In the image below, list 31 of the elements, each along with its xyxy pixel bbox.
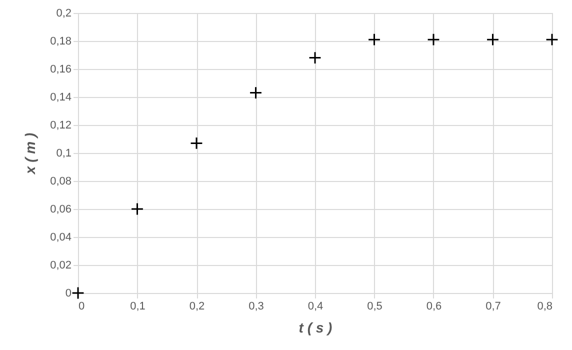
y-tick-label: 0,14 xyxy=(50,92,72,104)
point xyxy=(546,33,558,46)
x-tick-label: 0,8 xyxy=(537,300,552,312)
point xyxy=(308,51,322,64)
y-tick-label: 0,16 xyxy=(50,64,72,76)
point xyxy=(130,202,144,216)
y-axis-title: x ( m ) xyxy=(22,132,38,176)
point xyxy=(486,33,500,46)
x-tick-label: 0,6 xyxy=(426,300,442,312)
x-tick-label: 0,4 xyxy=(308,300,324,312)
y-tick-label: 0,12 xyxy=(50,120,72,132)
y-tick-label: 0,02 xyxy=(50,260,72,272)
y-tick-label: 0,18 xyxy=(50,36,72,48)
y-tick-label: 0,2 xyxy=(56,8,72,20)
y-tick-label: 0,1 xyxy=(56,148,72,160)
point xyxy=(368,33,381,46)
point xyxy=(190,136,203,150)
x-tick-label: 0,5 xyxy=(367,300,382,312)
y-tick-label: 0 xyxy=(65,288,72,300)
x-axis-title: t ( s ) xyxy=(298,320,333,336)
y-tick-label: 0,06 xyxy=(50,204,72,216)
y-tick-label: 0,08 xyxy=(50,176,72,188)
y-tick-label: 0,04 xyxy=(50,232,72,244)
x-tick-label: 0 xyxy=(78,300,85,312)
point xyxy=(427,33,440,46)
x-tick-label: 0,7 xyxy=(486,300,501,312)
point xyxy=(249,86,262,100)
x-tick-label: 0,2 xyxy=(189,300,205,312)
x-tick-label: 0,3 xyxy=(248,300,264,312)
x-tick-label: 0,1 xyxy=(130,300,146,312)
point xyxy=(72,286,84,300)
